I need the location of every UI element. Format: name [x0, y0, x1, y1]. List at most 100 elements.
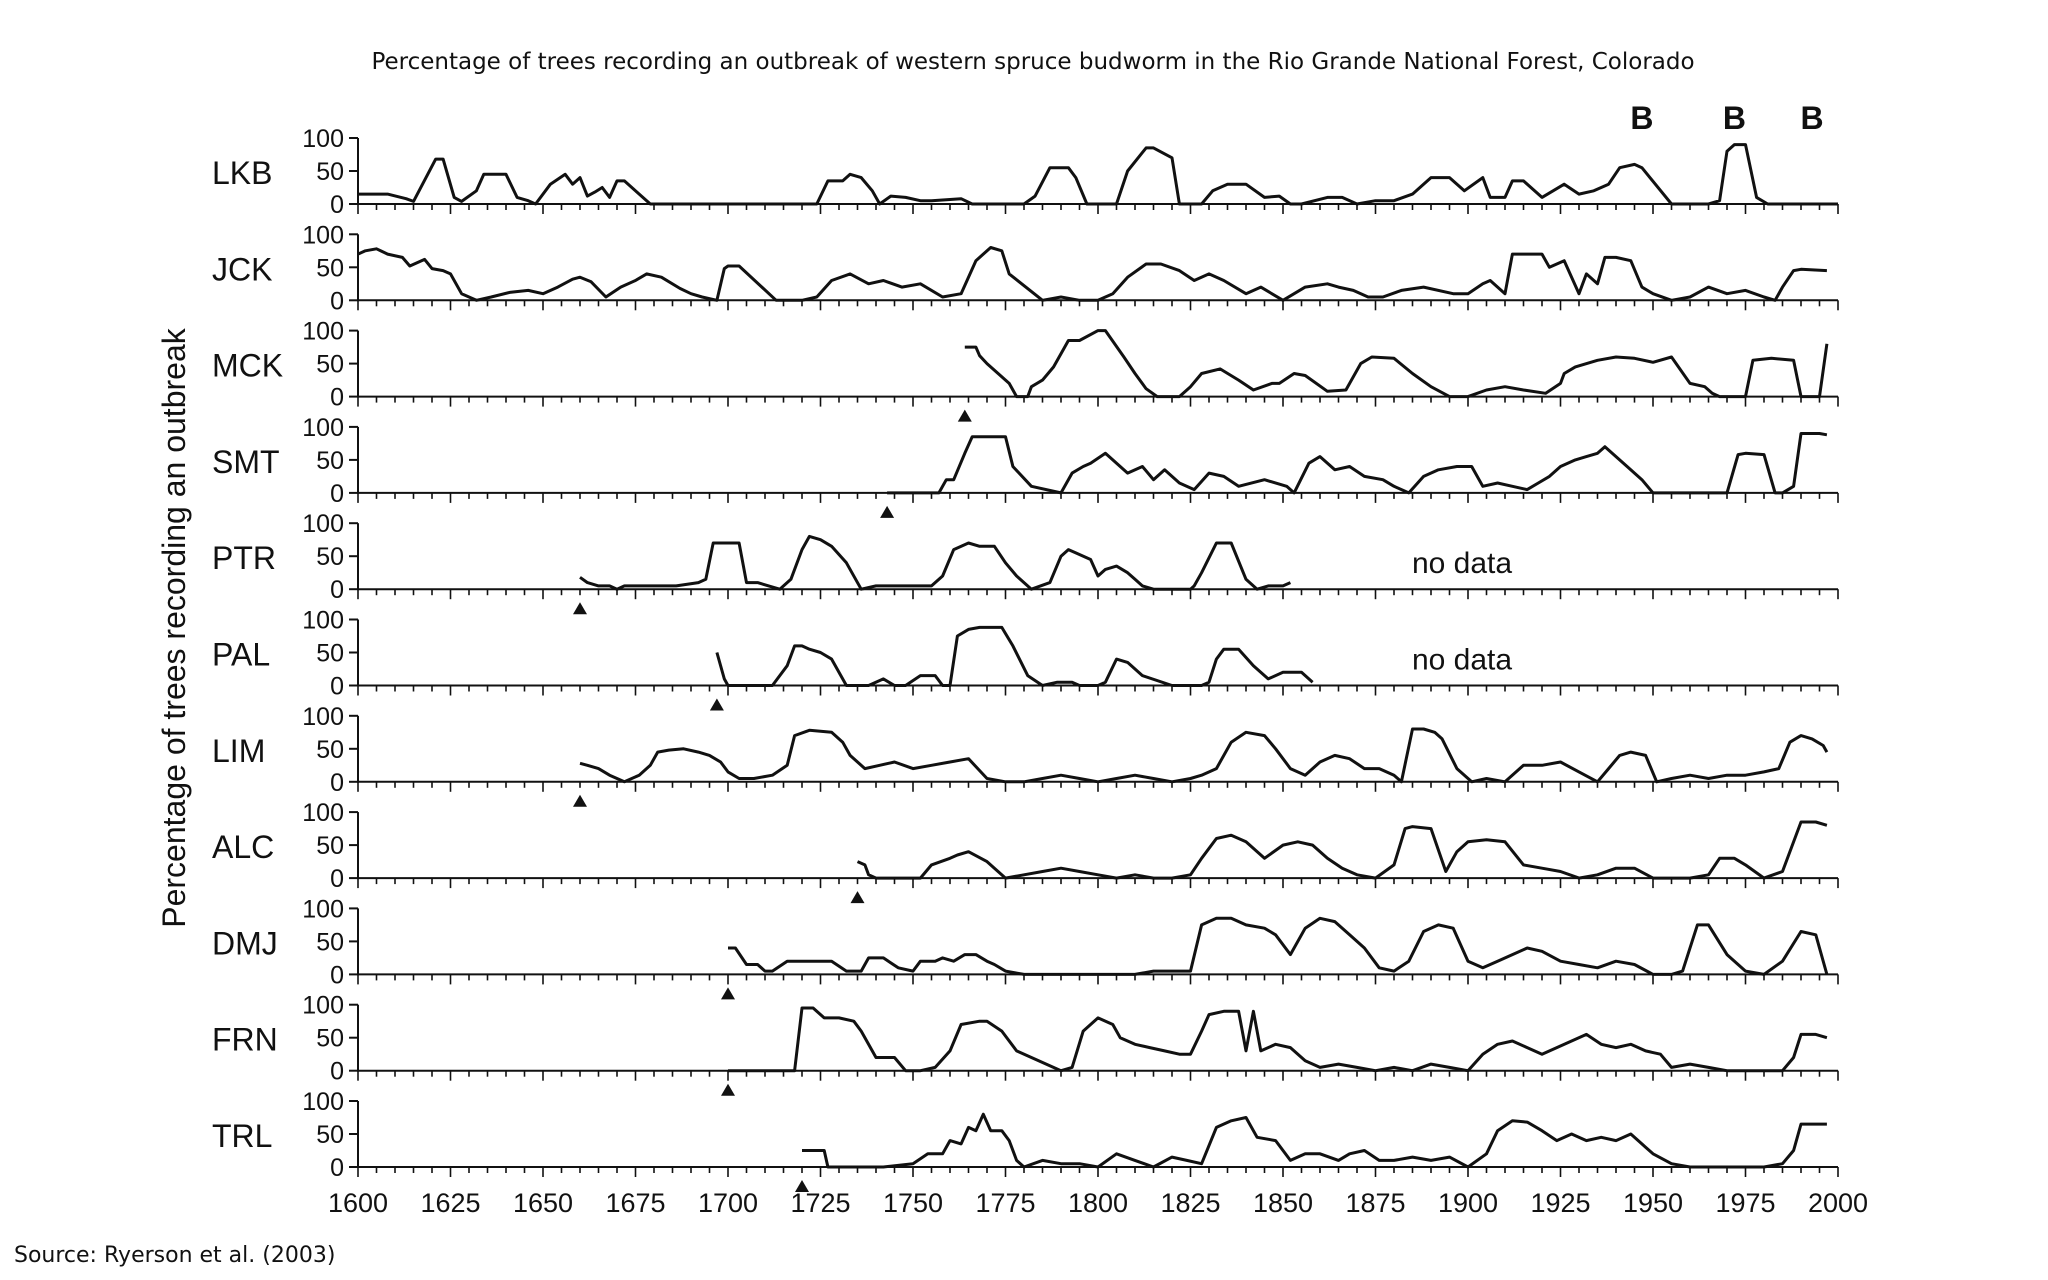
panel-lkb: LKB 100 50 0	[212, 125, 1839, 219]
panel-pal: PAL 100 50 0 no data	[212, 607, 1839, 711]
y-tick-label: 100	[302, 510, 344, 538]
y-tick-label: 0	[330, 865, 344, 893]
b-marker: B	[1801, 100, 1824, 136]
series-line	[964, 329, 1829, 399]
establishment-marker	[880, 505, 895, 518]
y-tick-label: 0	[330, 576, 344, 604]
x-tick-label: 1825	[1160, 1188, 1220, 1218]
y-tick-label: 100	[302, 318, 344, 346]
panel-frn: FRN 100 50 0	[212, 992, 1839, 1096]
y-tick-label: 50	[316, 158, 344, 186]
y-tick-label: 50	[316, 640, 344, 668]
y-tick-label: 50	[316, 1121, 344, 1149]
no-data-label: no data	[1412, 644, 1512, 677]
y-tick-label: 50	[316, 928, 344, 956]
site-label: PTR	[212, 540, 276, 576]
y-tick-label: 100	[302, 799, 344, 827]
series-line	[579, 727, 1829, 784]
x-tick-label: 1675	[605, 1188, 665, 1218]
x-tick-label: 1750	[883, 1188, 943, 1218]
establishment-marker	[573, 602, 587, 615]
source-text: Source: Ryerson et al. (2003)	[14, 1243, 335, 1268]
y-tick-label: 50	[316, 736, 344, 764]
panel-jck: JCK 100 50 0	[212, 221, 1839, 315]
site-label: FRN	[212, 1022, 278, 1058]
x-tick-label: 1725	[790, 1188, 850, 1218]
b-marker: B	[1723, 100, 1746, 136]
y-tick-label: 50	[316, 832, 344, 860]
site-label: MCK	[212, 348, 283, 384]
y-axis-label: Percentage of trees recording an outbrea…	[156, 327, 192, 927]
x-tick-label: 1700	[698, 1188, 758, 1218]
y-tick-label: 100	[302, 414, 344, 442]
x-tick-label: 1625	[420, 1188, 480, 1218]
establishment-marker	[957, 409, 972, 422]
x-tick-label: 1900	[1438, 1188, 1498, 1218]
series-line	[887, 432, 1828, 495]
chart-title: Percentage of trees recording an outbrea…	[371, 49, 1694, 75]
site-label: LIM	[212, 733, 265, 769]
y-tick-label: 100	[302, 1088, 344, 1116]
establishment-marker	[850, 891, 865, 904]
x-axis: 1600 1625 1650 1675 1700 1725 1750 1775 1800 1825…	[328, 1188, 1868, 1218]
series-line	[856, 820, 1828, 880]
y-tick-label: 50	[316, 351, 344, 379]
site-label: ALC	[212, 829, 274, 865]
y-tick-label: 0	[330, 769, 344, 797]
y-tick-label: 100	[302, 895, 344, 923]
establishment-marker	[709, 698, 724, 711]
panel-ptr: PTR 100 50 0 no data	[212, 510, 1839, 615]
y-tick-label: 100	[302, 221, 344, 249]
series-line	[358, 143, 1838, 206]
establishment-marker	[795, 1180, 809, 1192]
series-line	[802, 1112, 1827, 1169]
y-tick-label: 100	[302, 607, 344, 635]
no-data-label: no data	[1412, 547, 1512, 580]
y-tick-label: 0	[330, 191, 344, 219]
series-line	[579, 534, 1292, 591]
y-tick-label: 0	[330, 1058, 344, 1086]
y-tick-label: 0	[330, 1154, 344, 1182]
y-tick-label: 0	[330, 480, 344, 508]
establishment-marker	[573, 794, 587, 807]
series-line	[728, 1006, 1828, 1073]
x-tick-label: 1975	[1715, 1188, 1775, 1218]
panel-trl: TRL 100 50 0	[212, 1088, 1839, 1192]
x-tick-label: 1650	[513, 1188, 573, 1218]
y-tick-label: 50	[316, 1025, 344, 1053]
site-label: LKB	[212, 155, 272, 191]
y-tick-label: 50	[316, 543, 344, 571]
y-tick-label: 50	[316, 254, 344, 282]
series-line	[357, 246, 1827, 302]
panel-smt: SMT 100 50 0	[212, 414, 1839, 518]
y-tick-label: 100	[302, 125, 344, 153]
x-tick-label: 1850	[1253, 1188, 1313, 1218]
panel-lim: LIM 100 50 0	[212, 703, 1839, 807]
b-marker: B	[1630, 100, 1653, 136]
establishment-marker	[721, 987, 735, 1000]
x-tick-label: 1775	[975, 1188, 1035, 1218]
chart-panels: LKB 100 50 0 JCK 100 50 0 MCK 100 50 0 SMT 100 50 0 PTR 1…	[212, 125, 1839, 1192]
y-tick-label: 0	[330, 287, 344, 315]
series-line	[715, 625, 1314, 687]
panel-mck: MCK 100 50 0	[212, 318, 1839, 422]
site-label: TRL	[212, 1118, 272, 1154]
site-label: DMJ	[212, 925, 278, 961]
x-tick-label: 1875	[1345, 1188, 1405, 1218]
x-tick-label: 1800	[1068, 1188, 1128, 1218]
series-line	[728, 916, 1829, 976]
y-tick-label: 50	[316, 447, 344, 475]
y-tick-label: 0	[330, 961, 344, 989]
site-label: PAL	[212, 637, 270, 673]
y-tick-label: 0	[330, 673, 344, 701]
panel-dmj: DMJ 100 50 0	[212, 895, 1839, 1000]
x-tick-label: 2000	[1808, 1188, 1868, 1218]
x-tick-label: 1925	[1530, 1188, 1590, 1218]
site-label: JCK	[212, 251, 272, 287]
establishment-marker	[721, 1083, 735, 1096]
y-tick-label: 100	[302, 992, 344, 1020]
y-tick-label: 100	[302, 703, 344, 731]
x-tick-label: 1950	[1623, 1188, 1683, 1218]
